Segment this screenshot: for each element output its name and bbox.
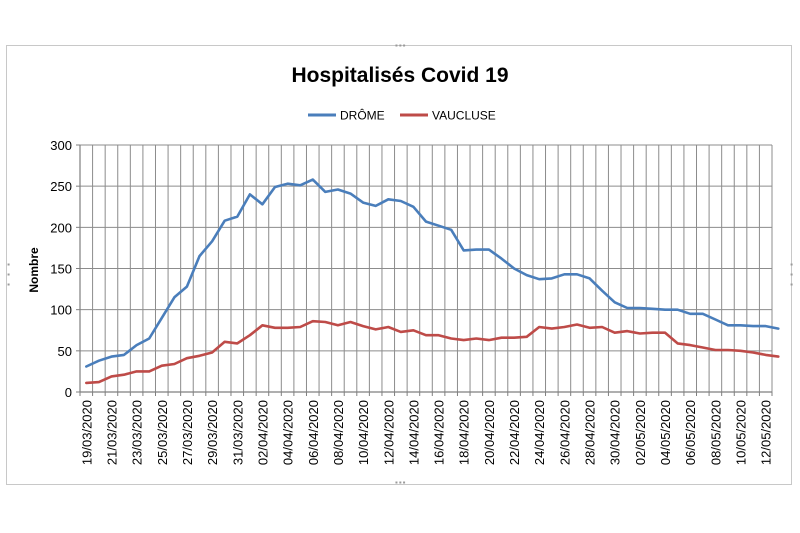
- y-tick-labels: 0 50 100 150 200 250 300: [50, 138, 72, 400]
- chart-title: Hospitalisés Covid 19: [291, 64, 508, 87]
- x-tick-label: 08/05/2020: [708, 400, 723, 465]
- series-lines: [85, 178, 780, 385]
- x-tick-label: 04/04/2020: [281, 400, 296, 465]
- resize-handle-top[interactable]: ▪▪▪: [395, 41, 407, 50]
- x-tick-label: 10/04/2020: [356, 400, 371, 465]
- series-line-vaucluse: [85, 319, 780, 385]
- x-tick-label: 27/03/2020: [180, 400, 195, 465]
- chart-frame: ▪▪▪ ▪▪▪ ▪▪▪ ▪▪▪: [4, 41, 796, 487]
- y-tick-label: 250: [50, 179, 72, 194]
- x-tick-label: 12/05/2020: [759, 400, 774, 465]
- x-tick-labels: 19/03/2020 21/03/2020 23/03/2020 25/03/2020…: [79, 400, 773, 465]
- x-tick-label: 24/04/2020: [532, 400, 547, 465]
- x-tick-label: 12/04/2020: [381, 400, 396, 465]
- x-tick-label: 08/04/2020: [331, 400, 346, 465]
- x-tick-label: 26/04/2020: [557, 400, 572, 465]
- y-tick-label: 150: [50, 262, 72, 277]
- y-tick-label: 200: [50, 220, 72, 235]
- y-tick-label: 0: [65, 385, 72, 400]
- x-tick-label: 16/04/2020: [432, 400, 447, 465]
- x-tick-label: 28/04/2020: [583, 400, 598, 465]
- x-tick-label: 14/04/2020: [406, 400, 421, 465]
- resize-handle-right[interactable]: ▪▪▪: [787, 260, 796, 290]
- x-tick-label: 20/04/2020: [482, 400, 497, 465]
- y-tick-label: 300: [50, 138, 72, 153]
- x-tick-label: 21/03/2020: [104, 400, 119, 465]
- x-tick-label: 23/03/2020: [130, 400, 145, 465]
- x-tick-label: 02/04/2020: [255, 400, 270, 465]
- x-tick-label: 02/05/2020: [633, 400, 648, 465]
- x-tick-label: 25/03/2020: [155, 400, 170, 465]
- x-tick-label: 04/05/2020: [658, 400, 673, 465]
- y-axis-label: Nombre: [27, 247, 41, 293]
- x-tick-label: 10/05/2020: [734, 400, 749, 465]
- axes: [76, 144, 773, 396]
- x-tick-label: 30/04/2020: [608, 400, 623, 465]
- legend-label-drome: DRÔME: [340, 108, 385, 123]
- legend: DRÔME VAUCLUSE: [308, 108, 496, 123]
- series-line-drome: [85, 178, 780, 368]
- x-tick-label: 06/05/2020: [683, 400, 698, 465]
- gridlines: [79, 144, 773, 393]
- resize-handle-bottom[interactable]: ▪▪▪: [395, 478, 407, 487]
- y-tick-label: 50: [58, 344, 72, 359]
- x-tick-label: 06/04/2020: [306, 400, 321, 465]
- x-tick-label: 18/04/2020: [457, 400, 472, 465]
- legend-label-vaucluse: VAUCLUSE: [432, 109, 496, 123]
- x-tick-label: 22/04/2020: [507, 400, 522, 465]
- x-tick-label: 31/03/2020: [230, 400, 245, 465]
- resize-handle-left[interactable]: ▪▪▪: [4, 260, 13, 290]
- x-tick-label: 19/03/2020: [79, 400, 94, 465]
- y-tick-label: 100: [50, 303, 72, 318]
- x-tick-label: 29/03/2020: [205, 400, 220, 465]
